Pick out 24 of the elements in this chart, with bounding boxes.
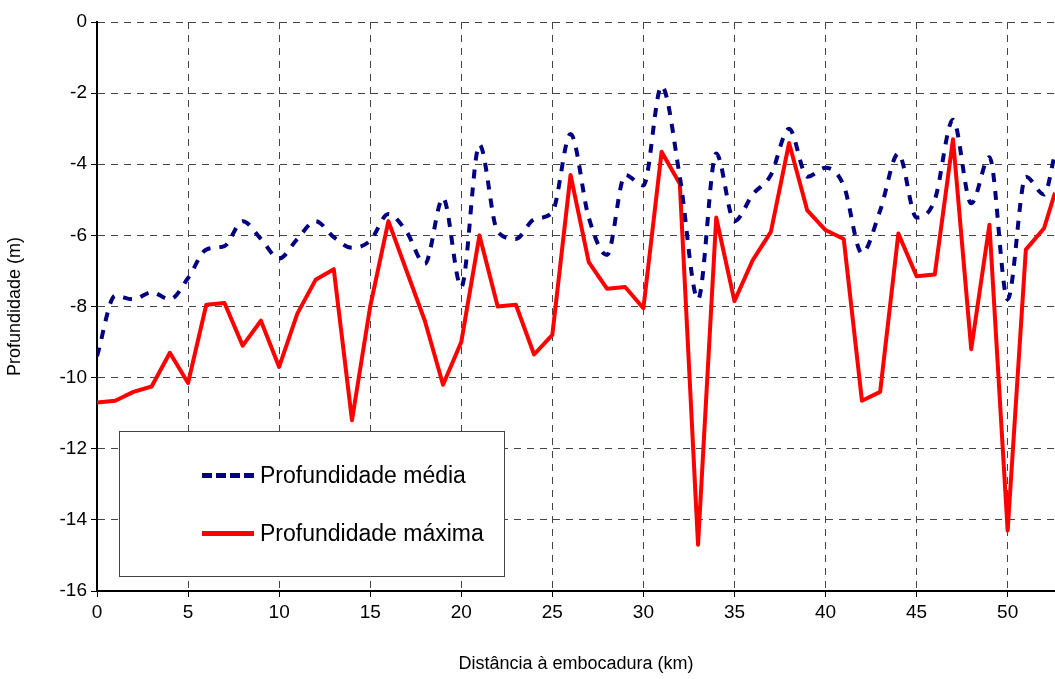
y-tick-label: -16: [59, 579, 87, 601]
x-tick-label: 5: [182, 600, 194, 622]
x-tick-label: 20: [450, 600, 472, 622]
x-tick-label: 15: [359, 600, 381, 622]
x-tick-label: 40: [814, 600, 837, 622]
y-tick-label: -4: [70, 152, 88, 174]
x-tick-label: 45: [906, 600, 928, 622]
y-tick-label: -6: [70, 223, 87, 245]
x-tick-label: 25: [541, 600, 563, 622]
x-axis-title: Distância à embocadura (km): [458, 653, 694, 674]
y-tick-label: 0: [76, 10, 87, 32]
legend-label: Profundidade máxima: [260, 519, 484, 547]
y-tick-label: -8: [70, 294, 87, 316]
x-tick-label: 0: [91, 600, 103, 622]
y-tick-label: -2: [70, 81, 87, 103]
x-tick-label: 30: [632, 600, 654, 622]
x-tick-label: 10: [268, 600, 290, 622]
x-tick-label: 50: [997, 600, 1019, 622]
y-tick-label: -14: [59, 508, 88, 530]
y-tick-label: -10: [59, 365, 87, 387]
x-tick-label: 35: [723, 600, 746, 622]
y-tick-label: -12: [59, 436, 87, 458]
legend-label: Profundidade média: [260, 461, 466, 489]
y-axis-title: Profundidade (m): [3, 236, 24, 377]
